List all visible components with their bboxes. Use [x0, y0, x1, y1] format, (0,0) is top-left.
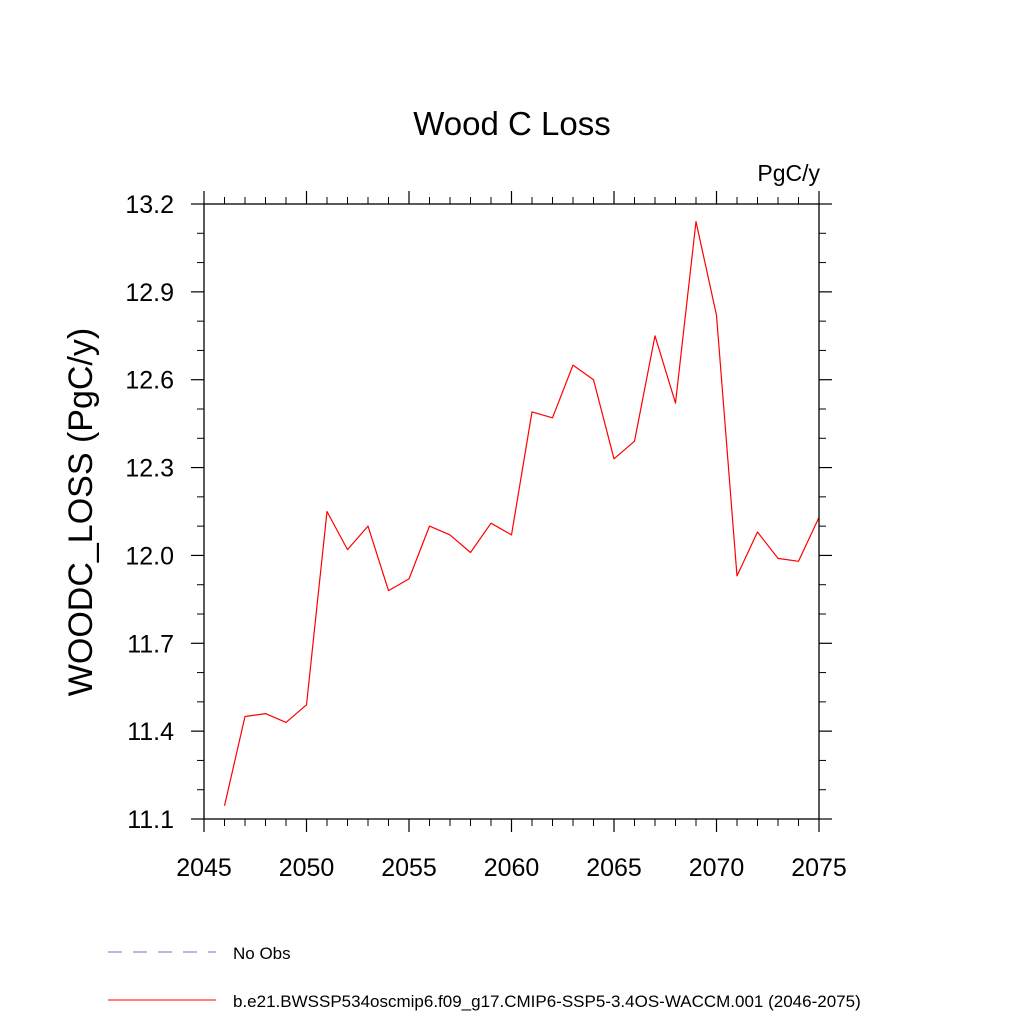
- legend-label-no-obs: No Obs: [233, 944, 291, 963]
- x-tick-label: 2075: [791, 854, 847, 882]
- series-line: [223, 221, 820, 806]
- units-label: PgC/y: [757, 160, 820, 186]
- y-tick-label: 13.2: [125, 191, 174, 219]
- y-tick-label: 11.1: [127, 806, 174, 834]
- chart-title: Wood C Loss: [413, 105, 610, 142]
- x-tick-label: 2055: [381, 854, 437, 882]
- x-tick-label: 2050: [279, 854, 335, 882]
- series-layer: [223, 221, 820, 806]
- legend: No Obs b.e21.BWSSP534oscmip6.f09_g17.CMI…: [108, 944, 861, 1011]
- legend-label-model-run: b.e21.BWSSP534oscmip6.f09_g17.CMIP6-SSP5…: [233, 992, 861, 1011]
- y-tick-label: 12.0: [125, 542, 174, 570]
- x-tick-label: 2065: [586, 854, 642, 882]
- y-axis-label: WOODC_LOSS (PgC/y): [62, 328, 100, 696]
- x-tick-label: 2060: [484, 854, 540, 882]
- x-tick-label: 2070: [689, 854, 745, 882]
- x-tick-label: 2045: [176, 854, 232, 882]
- y-tick-label: 12.3: [125, 455, 174, 483]
- y-tick-label: 12.9: [125, 279, 174, 307]
- y-tick-label: 11.7: [127, 630, 174, 658]
- y-tick-label: 11.4: [127, 718, 174, 746]
- axis-ticks: [191, 191, 832, 832]
- axis-tick-labels: 2045 2050 2055 2060 2065 2070 2075 11.1 11.4 11.7…: [125, 191, 846, 882]
- plot-frame: [203, 203, 820, 820]
- y-tick-label: 12.6: [125, 367, 174, 395]
